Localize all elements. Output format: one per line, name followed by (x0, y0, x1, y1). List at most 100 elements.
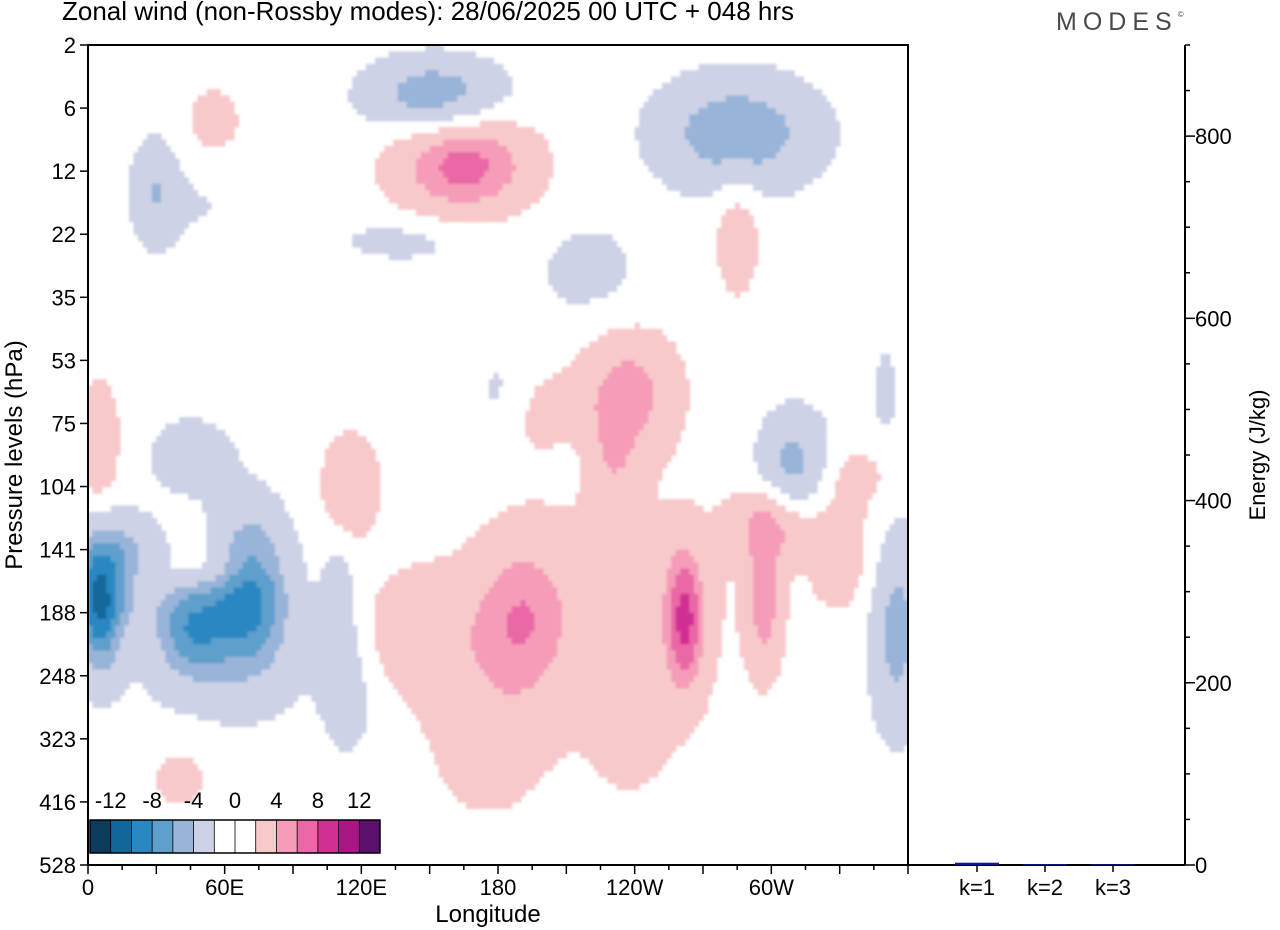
heat-cell (639, 341, 645, 349)
heat-cell (812, 108, 818, 116)
heat-cell (97, 555, 103, 563)
heat-cell (552, 436, 558, 444)
heat-cell (739, 492, 745, 500)
heat-cell (224, 530, 230, 538)
heat-cell (156, 234, 162, 242)
heat-cell (648, 373, 654, 381)
heat-cell (525, 410, 531, 418)
heat-cell (211, 448, 217, 456)
heat-cell (525, 190, 531, 198)
heat-cell (693, 530, 700, 538)
heat-cell (725, 63, 732, 71)
heat-cell (566, 404, 572, 412)
heat-cell (639, 436, 645, 444)
heat-cell (165, 473, 171, 481)
heat-cell (589, 429, 595, 437)
heat-cell (803, 133, 809, 141)
heat-cell (798, 530, 804, 538)
heat-cell (461, 164, 467, 172)
heat-cell (689, 108, 695, 116)
heat-cell (570, 297, 577, 305)
heat-cell (475, 202, 481, 210)
heat-cell (862, 473, 868, 481)
heat-cell (753, 253, 759, 261)
heat-cell (493, 171, 499, 179)
heat-cell (771, 63, 777, 71)
heat-cell (365, 442, 372, 450)
heat-cell (520, 139, 527, 147)
heat-cell (479, 183, 486, 191)
heat-cell (789, 417, 795, 425)
heat-cell (388, 158, 394, 166)
heat-cell (785, 145, 791, 153)
heat-cell (393, 63, 399, 71)
heat-cell (242, 530, 249, 538)
heat-cell (657, 461, 663, 469)
heat-cell (156, 555, 162, 563)
heat-cell (215, 518, 221, 526)
heat-cell (561, 537, 568, 545)
heat-cell (593, 246, 599, 254)
heat-cell (725, 221, 732, 229)
heat-cell (575, 448, 581, 456)
heat-cell (488, 215, 495, 223)
heat-cell (753, 537, 759, 545)
heat-cell (803, 95, 809, 103)
heat-cell (657, 145, 663, 153)
heat-cell (734, 171, 741, 179)
heat-cell (857, 530, 864, 538)
heat-cell (211, 429, 217, 437)
heat-cell (534, 436, 540, 444)
heat-cell (215, 562, 221, 570)
heat-cell (375, 108, 381, 116)
heat-cell (666, 499, 672, 507)
heat-cell (375, 82, 381, 90)
heat-cell (156, 467, 162, 475)
heat-cell (780, 455, 786, 463)
heat-cell (443, 164, 449, 172)
heat-cell (894, 562, 900, 570)
heat-cell (639, 455, 645, 463)
heat-cell (211, 499, 217, 507)
heat-cell (885, 366, 891, 374)
heat-cell (639, 127, 645, 135)
heat-cell (484, 171, 490, 179)
heat-cell (616, 429, 622, 437)
heat-cell (279, 505, 285, 513)
heat-cell (894, 543, 900, 551)
heat-cell (361, 530, 367, 538)
heat-cell (138, 530, 144, 538)
heat-cell (721, 101, 727, 109)
heat-cell (388, 246, 394, 254)
heat-cell (589, 417, 595, 425)
heat-cell (124, 505, 130, 513)
heat-cell (525, 417, 531, 425)
heat-cell (201, 455, 208, 463)
heat-cell (812, 145, 818, 153)
heat-cell (561, 278, 568, 286)
heat-cell (179, 473, 185, 481)
heat-cell (734, 177, 741, 185)
heat-cell (256, 505, 262, 513)
heat-cell (634, 486, 640, 494)
heat-cell (775, 436, 782, 444)
heat-cell (493, 518, 499, 526)
heat-cell (502, 152, 508, 160)
heat-cell (129, 537, 135, 545)
heat-cell (848, 555, 855, 563)
heat-cell (211, 442, 217, 450)
heat-cell (133, 511, 139, 519)
heat-cell (434, 133, 440, 141)
heat-cell (607, 272, 613, 280)
heat-cell (493, 391, 499, 399)
heat-cell (812, 436, 818, 444)
heat-cell (88, 436, 94, 444)
heat-cell (639, 562, 645, 570)
heat-cell (716, 164, 722, 172)
heat-cell (484, 215, 490, 223)
heat-cell (662, 341, 668, 349)
heat-cell (511, 555, 517, 563)
heat-cell (639, 385, 645, 393)
heat-cell (666, 562, 672, 570)
heat-cell (110, 555, 117, 563)
